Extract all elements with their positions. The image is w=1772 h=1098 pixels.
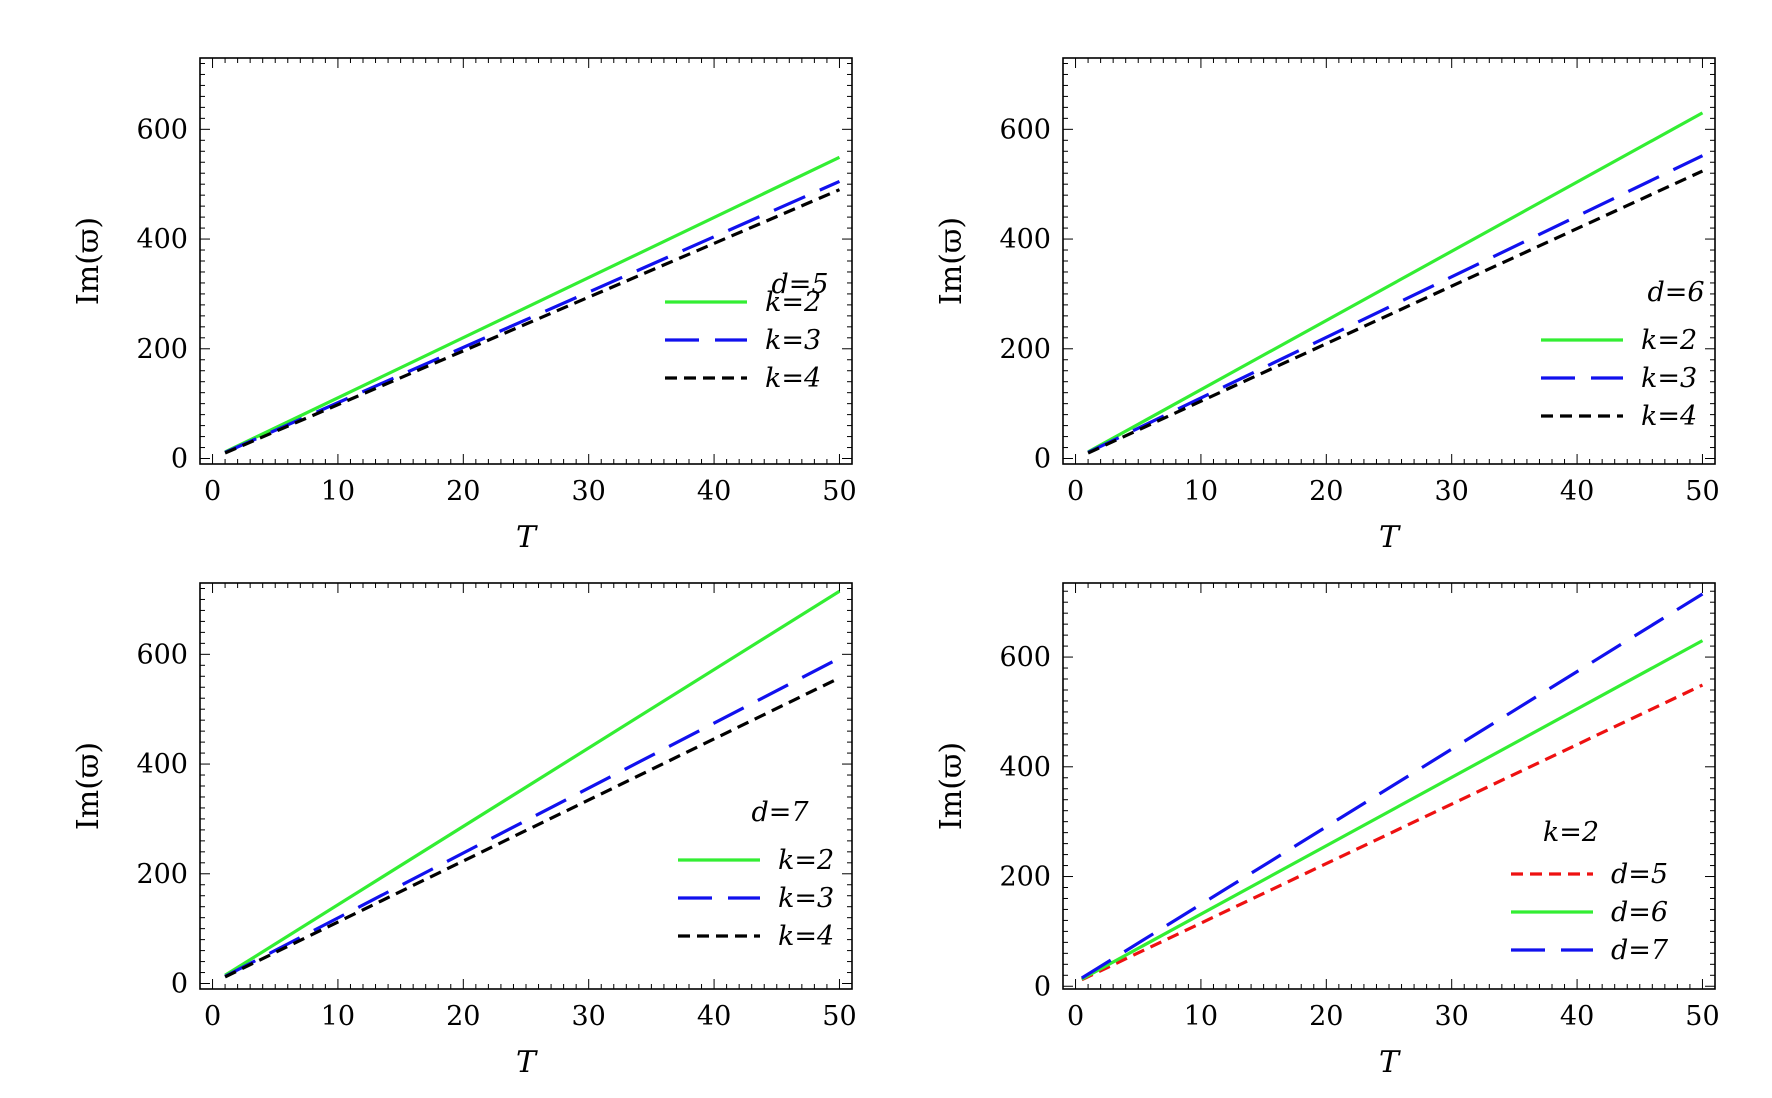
series-line-k3 <box>224 179 841 454</box>
x-axis-label: T <box>1379 1045 1401 1080</box>
series-line-k2 <box>1087 111 1704 454</box>
series-line-k3 <box>1087 154 1704 454</box>
legend-title: k=2 <box>1543 817 1599 848</box>
x-tick-label: 20 <box>1309 476 1343 507</box>
legend-label-k2: k=2 <box>765 287 821 318</box>
x-tick-label: 30 <box>572 476 606 507</box>
minor-ticks <box>1062 58 1716 464</box>
x-tick-label: 0 <box>204 1001 221 1032</box>
x-tick-label: 20 <box>446 1001 480 1032</box>
x-tick-label: 30 <box>572 1001 606 1032</box>
series-line-k4 <box>224 676 841 979</box>
x-tick-label: 30 <box>1435 476 1469 507</box>
panel-top-right: 0 10 20 30 40 50 0 200 400 600 T Im(ϖ) d=6 k=2 k=3 k=4 <box>934 57 1720 549</box>
x-tick-label: 40 <box>1560 476 1594 507</box>
y-axis-label: Im(ϖ) <box>934 742 969 830</box>
legend-label-d7: d=7 <box>1611 935 1669 966</box>
y-tick-label: 400 <box>999 224 1051 255</box>
legend-label-k2: k=2 <box>1641 325 1697 356</box>
x-tick-label: 10 <box>321 1001 355 1032</box>
legend-title: d=7 <box>751 797 809 828</box>
series-line-k4 <box>224 188 841 455</box>
y-tick-label: 0 <box>171 969 188 1000</box>
series-line-k3 <box>224 656 841 978</box>
y-tick-label: 200 <box>999 334 1051 365</box>
minor-ticks <box>199 58 853 464</box>
x-axis-label: T <box>516 1045 538 1080</box>
x-axis-label: T <box>516 520 538 549</box>
y-tick-label: 400 <box>136 224 188 255</box>
y-tick-label: 200 <box>136 334 188 365</box>
minor-ticks <box>199 583 853 989</box>
y-tick-label: 600 <box>136 114 188 145</box>
x-tick-label: 20 <box>446 476 480 507</box>
x-tick-label: 40 <box>697 476 731 507</box>
series-line-d6 <box>1081 639 1704 981</box>
x-tick-label: 0 <box>1067 1001 1084 1032</box>
legend-label-k2: k=2 <box>778 845 834 876</box>
minor-ticks <box>1062 583 1716 989</box>
panel-bottom-right: 0 10 20 30 40 50 0 200 400 600 T Im(ϖ) k=2 d=5 d=6 d=7 <box>934 582 1720 1080</box>
x-tick-label: 50 <box>822 476 856 507</box>
x-tick-label: 50 <box>1685 476 1719 507</box>
panel-top-left: 0 10 20 30 40 50 0 200 400 600 T Im(ϖ) d=5k=2 k=3 k=4 <box>71 57 857 549</box>
y-tick-label: 200 <box>999 862 1051 893</box>
x-tick-label: 0 <box>204 476 221 507</box>
series-line-k4 <box>1087 169 1704 455</box>
x-tick-label: 40 <box>697 1001 731 1032</box>
y-tick-label: 600 <box>136 639 188 670</box>
plot-frame <box>1062 582 1716 990</box>
x-tick-label: 30 <box>1435 1001 1469 1032</box>
series-line-k2 <box>224 155 841 454</box>
y-axis-label: Im(ϖ) <box>71 742 106 830</box>
legend-label-k3: k=3 <box>778 883 834 914</box>
series-line-k2 <box>224 589 841 977</box>
legend-label-k3: k=3 <box>765 325 821 356</box>
series-line-d7 <box>1080 592 1704 980</box>
plot-frame <box>1062 57 1716 465</box>
legend-label-d6: d=6 <box>1611 897 1668 928</box>
x-tick-label: 10 <box>321 476 355 507</box>
x-tick-label: 20 <box>1309 1001 1343 1032</box>
x-tick-label: 40 <box>1560 1001 1594 1032</box>
y-axis-label: Im(ϖ) <box>71 217 106 305</box>
y-tick-label: 400 <box>136 749 188 780</box>
y-axis-label: Im(ϖ) <box>934 217 969 305</box>
plot-frame <box>199 57 853 465</box>
legend-title: d=6 <box>1647 277 1704 308</box>
y-tick-label: 200 <box>136 859 188 890</box>
y-tick-label: 600 <box>999 642 1051 673</box>
legend-label-k3: k=3 <box>1641 363 1697 394</box>
legend-label-k4: k=4 <box>1641 401 1697 432</box>
legend-label-k4: k=4 <box>778 921 834 952</box>
x-tick-label: 10 <box>1184 1001 1218 1032</box>
x-tick-label: 50 <box>822 1001 856 1032</box>
x-tick-label: 10 <box>1184 476 1218 507</box>
legend-label-k4: k=4 <box>765 363 821 394</box>
legend-label-d5: d=5 <box>1611 859 1668 890</box>
x-tick-label: 0 <box>1067 476 1084 507</box>
y-tick-label: 600 <box>999 114 1051 145</box>
y-tick-label: 0 <box>1034 971 1051 1002</box>
y-tick-label: 400 <box>999 752 1051 783</box>
series-line-d5 <box>1081 683 1704 982</box>
panel-bottom-left: 0 10 20 30 40 50 0 200 400 600 T Im(ϖ) d=7 k=2 k=3 k=4 <box>71 582 857 1080</box>
y-tick-label: 0 <box>171 444 188 475</box>
y-tick-label: 0 <box>1034 444 1051 475</box>
x-tick-label: 50 <box>1685 1001 1719 1032</box>
x-axis-label: T <box>1379 520 1401 549</box>
legend-title: d=5 <box>771 269 828 300</box>
